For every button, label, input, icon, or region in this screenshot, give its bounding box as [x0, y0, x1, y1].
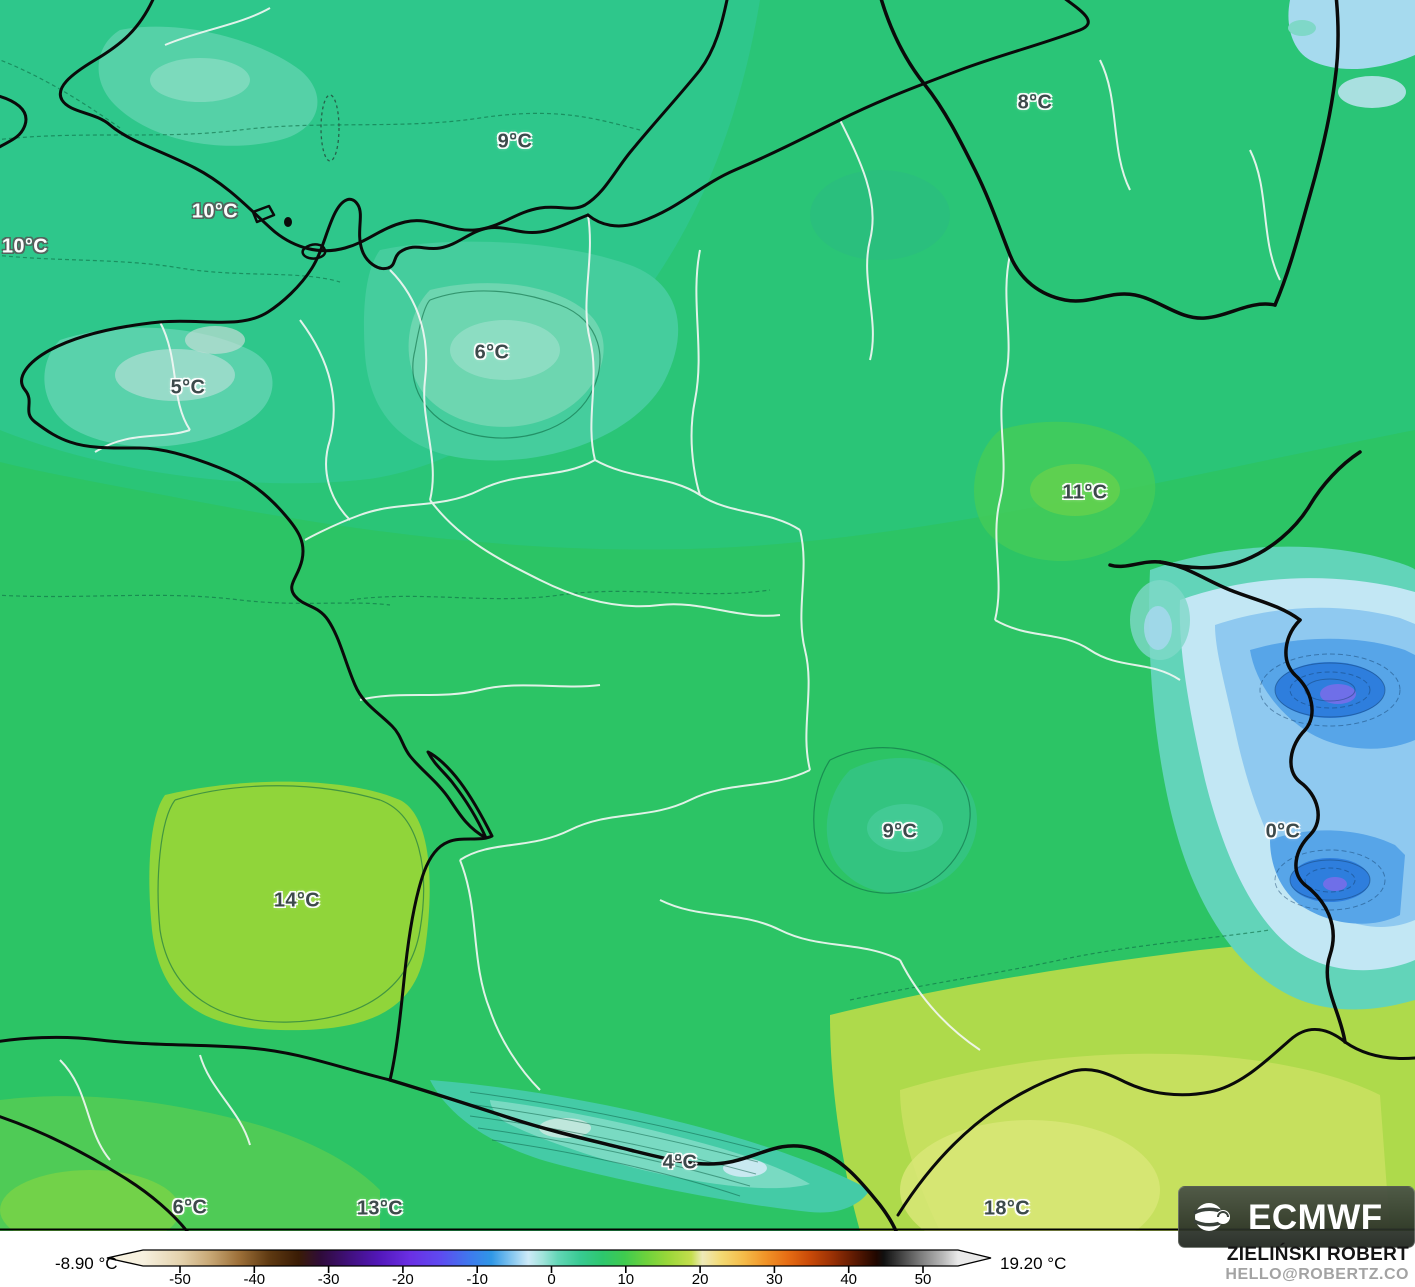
ecmwf-logo-icon: [1193, 1203, 1230, 1231]
colorbar-tick-label: -50: [169, 1271, 191, 1287]
colorbar-tick-label: -40: [243, 1271, 265, 1287]
colorbar-tick-label: 20: [692, 1271, 709, 1287]
admin-borders: [59, 7, 1281, 1161]
ecmwf-logo: ECMWF: [1178, 1186, 1415, 1248]
alps-contour-rings: [1259, 653, 1401, 911]
scale-max-value: 19.20 °C: [1000, 1254, 1067, 1273]
colorbar-ticks: -50 -40 -30 -20 -10 0 10 20 30 40 50: [169, 1266, 931, 1287]
colorbar-tick-label: 0: [547, 1271, 555, 1287]
temperature-colorbar: -50 -40 -30 -20 -10 0 10 20 30 40 50: [106, 1249, 992, 1287]
colorbar-tick-label: -20: [392, 1271, 414, 1287]
colorbar-tick-label: 50: [915, 1271, 932, 1287]
colorbar-tick-label: 10: [617, 1271, 634, 1287]
colorbar-tick-label: -10: [466, 1271, 488, 1287]
temperature-map: [0, 0, 1415, 1231]
colorbar-tick-label: 30: [766, 1271, 783, 1287]
temperature-color-field: [0, 0, 1415, 1231]
scale-min-value: -8.90 °C: [55, 1254, 118, 1273]
coastlines-and-borders: [0, 0, 1415, 1231]
attribution-contact: HELLO@ROBERTZ.CO: [1225, 1266, 1409, 1283]
colorbar-tick-label: -30: [318, 1271, 340, 1287]
contour-lines: [0, 59, 1271, 1023]
colorbar-tick-label: 40: [840, 1271, 857, 1287]
attribution-name: ZIELIŃSKI ROBERT: [1226, 1244, 1409, 1265]
colorbar-gradient-bar: [106, 1249, 992, 1267]
ecmwf-logo-text: ECMWF: [1248, 1197, 1383, 1237]
